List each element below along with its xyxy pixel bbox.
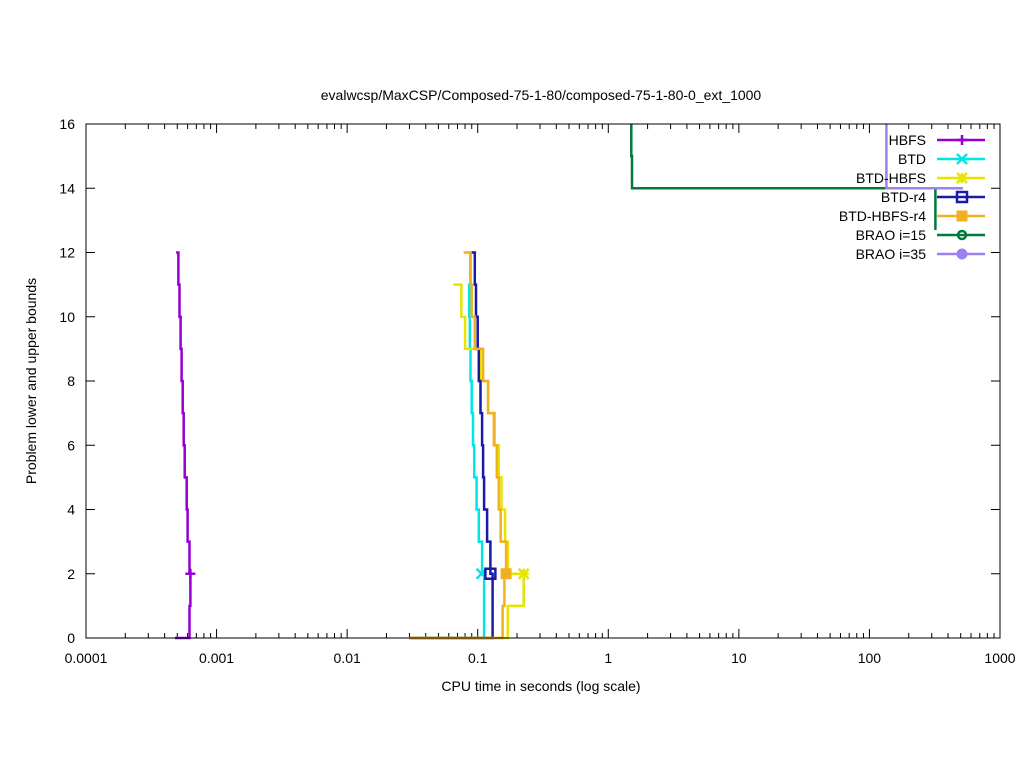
series-brao-i-35 xyxy=(885,124,963,190)
marker-shape xyxy=(956,229,968,241)
series-btd-hbfs-r4 xyxy=(409,251,512,640)
marker-stroke xyxy=(956,172,968,184)
legend-item-btd-hbfs: BTD-HBFS xyxy=(856,170,985,186)
marker-shape xyxy=(956,210,968,222)
legend-item-brao-i-35: BRAO i=35 xyxy=(856,246,985,262)
marker-shape xyxy=(956,248,968,260)
marker-cross xyxy=(956,153,968,165)
legend-label: BTD-HBFS-r4 xyxy=(839,208,926,224)
y-tick-label: 14 xyxy=(59,180,75,196)
y-tick-label: 16 xyxy=(59,116,75,132)
legend-item-btd-r4: BTD-r4 xyxy=(881,189,985,205)
x-tick-label: 1 xyxy=(604,650,612,666)
legend-label: BRAO i=35 xyxy=(856,246,927,262)
series-line-btd-hbfs xyxy=(409,283,525,640)
marker-stroke xyxy=(956,153,968,165)
series-btd-r4 xyxy=(409,251,497,640)
x-tick-label: 0.0001 xyxy=(65,650,108,666)
x-tick-label: 100 xyxy=(858,650,882,666)
marker-shape xyxy=(500,568,512,580)
marker-open-square xyxy=(955,190,969,204)
y-tick-label: 4 xyxy=(67,502,75,518)
x-tick-label: 0.01 xyxy=(334,650,361,666)
y-tick-label: 12 xyxy=(59,245,75,261)
marker-plus xyxy=(957,135,967,145)
x-axis-label: CPU time in seconds (log scale) xyxy=(441,678,640,694)
series-brao-i-15 xyxy=(630,124,937,230)
marker-open-square xyxy=(484,567,497,580)
marker-stroke xyxy=(517,567,530,580)
y-tick-label: 10 xyxy=(59,309,75,325)
legend-label: HBFS xyxy=(889,132,926,148)
marker-open-circle xyxy=(956,229,968,241)
plot-frame xyxy=(85,123,1001,639)
y-tick-label: 2 xyxy=(67,566,75,582)
series-line-brao-i-35 xyxy=(885,124,963,190)
y-tick-label: 8 xyxy=(67,373,75,389)
y-tick-label: 0 xyxy=(67,630,75,646)
marker-filled-circle xyxy=(956,248,968,260)
marker-star xyxy=(956,172,968,184)
marker-shape xyxy=(484,567,497,580)
x-tick-label: 10 xyxy=(731,650,747,666)
x-tick-label: 0.1 xyxy=(468,650,488,666)
marker-filled-square xyxy=(500,568,512,580)
ticks-layer: 0.0001 0.001 0.01 0.1 1 10 100 1000 0 2 4 6 8 10 12 14 1… xyxy=(59,116,1015,666)
legend-item-btd: BTD xyxy=(898,151,985,167)
marker-shape xyxy=(955,190,969,204)
marker-plus xyxy=(185,568,196,579)
series-line-btd-r4 xyxy=(409,251,494,640)
x-tick-label: 1000 xyxy=(984,650,1015,666)
legend-label: BTD-r4 xyxy=(881,189,926,205)
series-line-brao-i-15 xyxy=(630,124,937,230)
legend-item-brao-i-15: BRAO i=15 xyxy=(856,227,985,243)
marker-filled-square xyxy=(956,210,968,222)
series-layer xyxy=(175,124,963,640)
series-hbfs xyxy=(175,251,196,640)
legend: HBFS BTD BTD-HBFS BTD-r4 BTD-HBFS-r4 BRAO i=1… xyxy=(839,132,985,262)
legend-item-hbfs: HBFS xyxy=(889,132,985,148)
marker-star xyxy=(517,567,530,580)
y-axis-label: Problem lower and upper bounds xyxy=(23,278,39,484)
legend-label: BTD xyxy=(898,151,926,167)
legend-label: BRAO i=15 xyxy=(856,227,927,243)
x-tick-label: 0.001 xyxy=(199,650,234,666)
legend-label: BTD-HBFS xyxy=(856,170,926,186)
legend-item-btd-hbfs-r4: BTD-HBFS-r4 xyxy=(839,208,985,224)
y-tick-label: 6 xyxy=(67,437,75,453)
chart-title: evalwcsp/MaxCSP/Composed-75-1-80/compose… xyxy=(321,87,762,103)
series-btd-hbfs xyxy=(409,283,530,640)
